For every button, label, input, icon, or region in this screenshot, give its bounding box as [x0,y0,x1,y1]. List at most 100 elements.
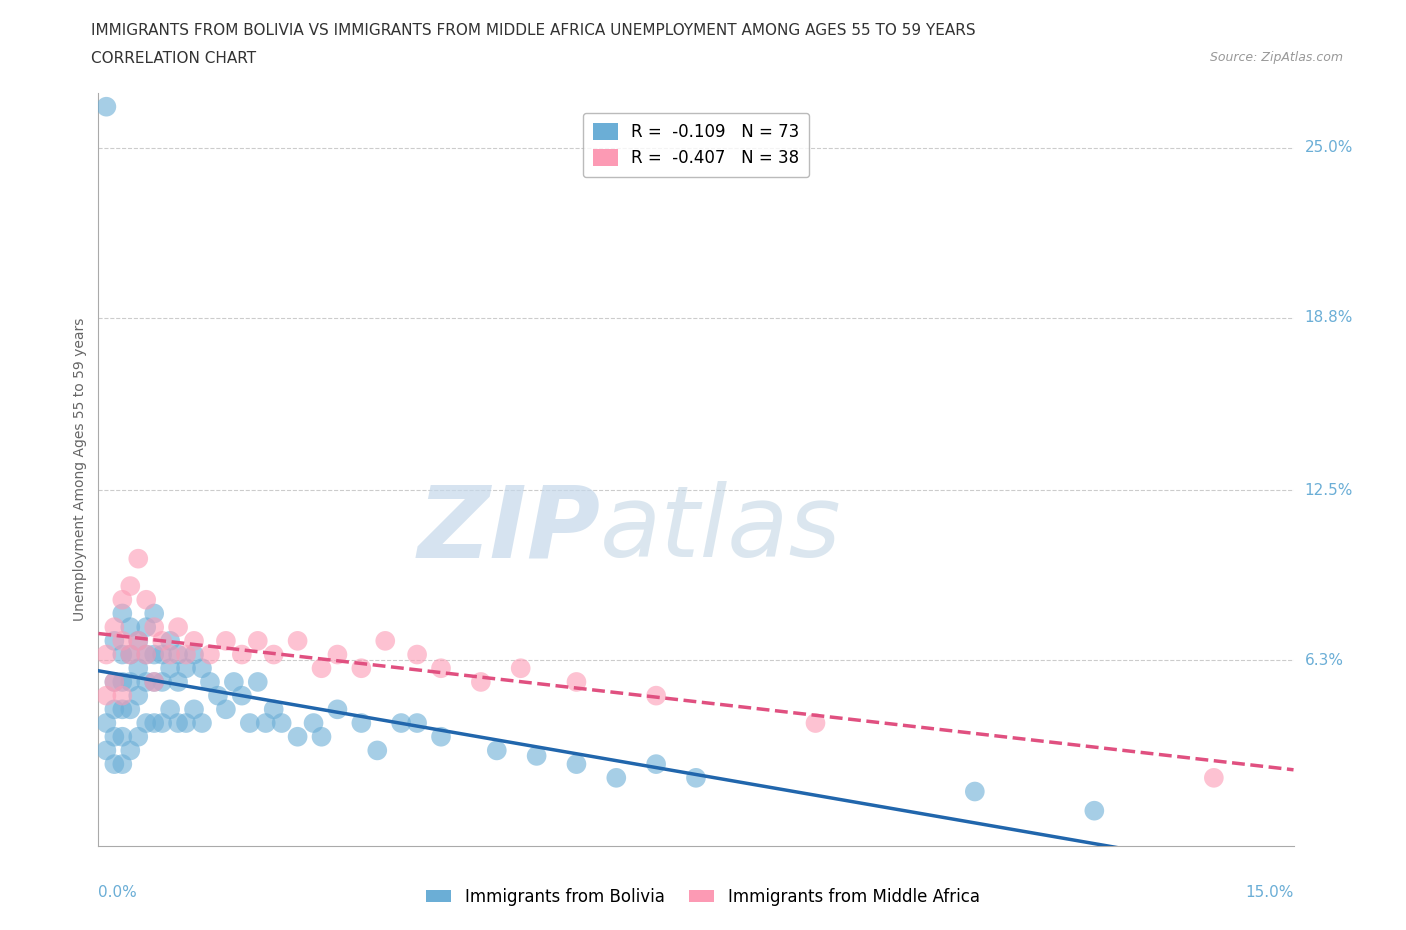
Point [222,674,245,689]
Point [127,729,149,744]
Point [120,578,142,593]
Point [103,702,125,717]
Legend: Immigrants from Bolivia, Immigrants from Middle Africa: Immigrants from Bolivia, Immigrants from… [419,881,987,912]
Point [103,674,125,689]
Point [430,729,453,744]
Point [111,647,134,662]
Point [215,633,238,648]
Text: 18.8%: 18.8% [1305,310,1353,325]
Point [804,715,827,730]
Point [231,647,253,662]
Point [96,647,118,662]
Point [96,100,118,114]
Point [111,633,134,648]
Point [326,647,349,662]
Point [167,674,190,689]
Point [167,647,190,662]
Point [96,715,118,730]
Point [183,702,205,717]
Point [96,743,118,758]
Point [150,674,173,689]
Text: 25.0%: 25.0% [1305,140,1353,155]
Point [645,757,668,772]
Point [963,784,986,799]
Point [159,661,181,676]
Point [509,661,531,676]
Point [159,633,181,648]
Point [198,647,221,662]
Point [120,674,142,689]
Legend: R =  -0.109   N = 73, R =  -0.407   N = 38: R = -0.109 N = 73, R = -0.407 N = 38 [582,113,810,178]
Point [183,647,205,662]
Point [389,715,412,730]
Point [526,749,548,764]
Point [263,702,285,717]
Point [127,688,149,703]
Point [183,633,205,648]
Point [685,770,707,785]
Point [111,729,134,744]
Point [326,702,349,717]
Point [470,674,492,689]
Point [215,702,238,717]
Text: Source: ZipAtlas.com: Source: ZipAtlas.com [1209,51,1343,64]
Point [406,647,429,662]
Point [103,619,125,634]
Point [127,551,149,566]
Text: atlas: atlas [600,482,842,578]
Point [150,633,173,648]
Point [430,661,453,676]
Point [167,619,190,634]
Point [120,743,142,758]
Point [103,757,125,772]
Point [1202,770,1225,785]
Point [111,592,134,607]
Point [111,688,134,703]
Point [120,647,142,662]
Point [605,770,627,785]
Point [246,633,269,648]
Point [135,715,157,730]
Point [287,729,309,744]
Point [103,674,125,689]
Point [485,743,508,758]
Y-axis label: Unemployment Among Ages 55 to 59 years: Unemployment Among Ages 55 to 59 years [73,318,87,621]
Point [150,647,173,662]
Point [143,606,166,621]
Point [135,592,157,607]
Point [103,633,125,648]
Point [270,715,292,730]
Text: ZIP: ZIP [418,482,600,578]
Point [120,702,142,717]
Point [207,688,229,703]
Point [311,661,333,676]
Point [127,633,149,648]
Point [159,702,181,717]
Point [143,647,166,662]
Point [239,715,262,730]
Point [254,715,277,730]
Text: 0.0%: 0.0% [98,885,138,900]
Point [127,633,149,648]
Point [167,715,190,730]
Point [174,647,197,662]
Point [111,606,134,621]
Point [231,688,253,703]
Point [246,674,269,689]
Point [565,674,588,689]
Point [135,647,157,662]
Point [645,688,668,703]
Point [103,729,125,744]
Point [191,715,214,730]
Point [198,674,221,689]
Point [135,674,157,689]
Point [406,715,429,730]
Point [127,661,149,676]
Point [135,619,157,634]
Point [1083,804,1105,818]
Point [287,633,309,648]
Point [111,702,134,717]
Point [350,661,373,676]
Text: 6.3%: 6.3% [1305,653,1344,668]
Point [120,619,142,634]
